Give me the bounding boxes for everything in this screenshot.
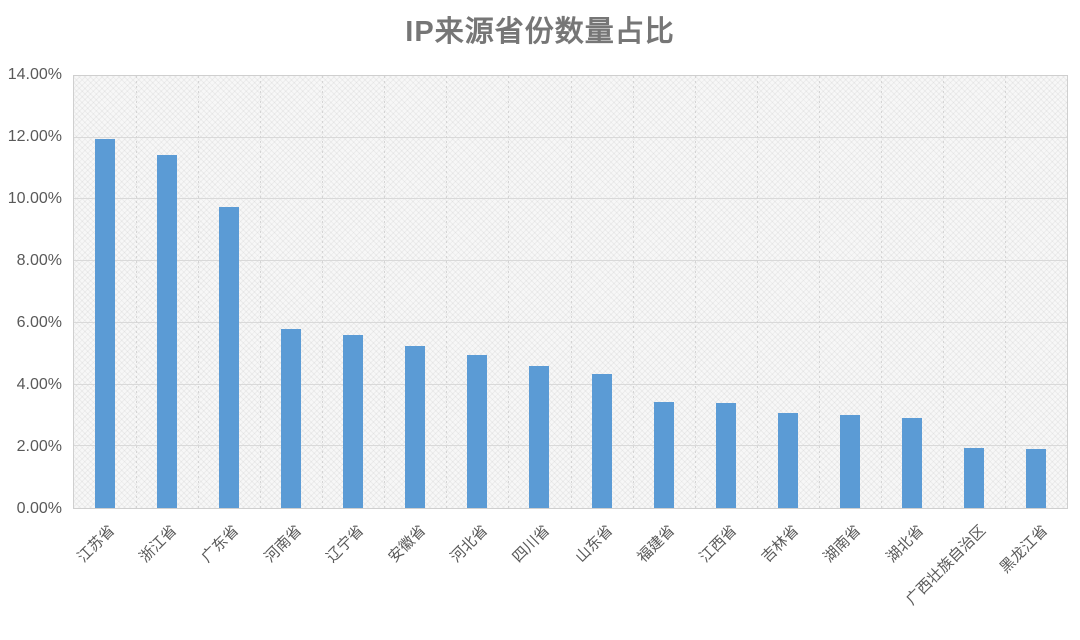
y-tick-label: 0.00% bbox=[16, 500, 62, 517]
gridline-vertical bbox=[694, 76, 696, 508]
bar bbox=[467, 354, 488, 508]
x-tick-label: 辽宁省 bbox=[322, 521, 367, 566]
gridline-vertical bbox=[570, 76, 572, 508]
gridline-vertical bbox=[260, 76, 262, 508]
gridline-vertical bbox=[198, 76, 200, 508]
bar bbox=[715, 402, 736, 508]
x-axis: 江苏省 浙江省 广东省 河南省 辽宁省 安徽省 河北省 四川省 山东省 福建省 江西省 吉林省 湖南省湖… bbox=[73, 510, 1068, 640]
gridline-vertical bbox=[136, 76, 138, 508]
x-tick-label: 四川省 bbox=[508, 521, 554, 566]
bar bbox=[95, 139, 116, 508]
bar bbox=[529, 366, 550, 508]
gridline-vertical bbox=[508, 76, 510, 508]
bar bbox=[901, 417, 922, 508]
x-tick-label: 福建省 bbox=[633, 521, 678, 566]
bar bbox=[777, 412, 798, 508]
bar bbox=[839, 415, 860, 508]
bar bbox=[343, 334, 364, 508]
bar bbox=[1025, 449, 1046, 508]
x-tick-label: 山东省 bbox=[571, 521, 616, 566]
y-tick-label: 4.00% bbox=[16, 376, 62, 393]
x-tick-label: 湖南省 bbox=[819, 521, 865, 566]
x-tick-label: 江苏省 bbox=[73, 521, 119, 566]
plot-area bbox=[73, 75, 1068, 509]
gridline-vertical bbox=[446, 76, 448, 508]
gridline-vertical bbox=[880, 76, 882, 508]
x-tick-label: 河南省 bbox=[260, 521, 305, 566]
bar bbox=[157, 154, 178, 508]
bar bbox=[405, 346, 426, 508]
bar bbox=[591, 374, 612, 508]
gridline-vertical bbox=[384, 76, 386, 508]
gridline-vertical bbox=[756, 76, 758, 508]
x-tick-label: 吉林省 bbox=[757, 521, 803, 566]
chart-title: IP来源省份数量占比 bbox=[405, 16, 675, 48]
gridline-vertical bbox=[322, 76, 324, 508]
x-tick-label: 河北省 bbox=[446, 521, 492, 566]
y-axis: 0.00% 2.00% 4.00% 6.00% 8.00% 10.00% 12.00% 14.… bbox=[0, 66, 62, 517]
y-tick-label: 14.00% bbox=[7, 66, 62, 83]
x-tick-label: 广东省 bbox=[198, 521, 243, 566]
gridline-vertical bbox=[1004, 76, 1006, 508]
gridline-vertical bbox=[818, 76, 820, 508]
y-tick-label: 10.00% bbox=[7, 190, 62, 207]
y-tick-label: 6.00% bbox=[16, 314, 62, 331]
x-tick-label: 安徽省 bbox=[384, 521, 430, 566]
gridline-vertical bbox=[632, 76, 634, 508]
x-tick-label: 黑龙江省 bbox=[995, 521, 1052, 577]
bar bbox=[963, 448, 984, 508]
bar bbox=[219, 207, 240, 508]
y-tick-label: 12.00% bbox=[7, 128, 62, 145]
x-tick-label: 浙江省 bbox=[135, 521, 181, 566]
gridline-vertical bbox=[942, 76, 944, 508]
x-tick-label: 江西省 bbox=[695, 521, 741, 566]
bar bbox=[281, 329, 302, 508]
y-tick-label: 2.00% bbox=[16, 438, 62, 455]
bar bbox=[653, 401, 674, 508]
y-tick-label: 8.00% bbox=[16, 252, 62, 269]
x-tick-label: 湖北省 bbox=[882, 521, 927, 566]
